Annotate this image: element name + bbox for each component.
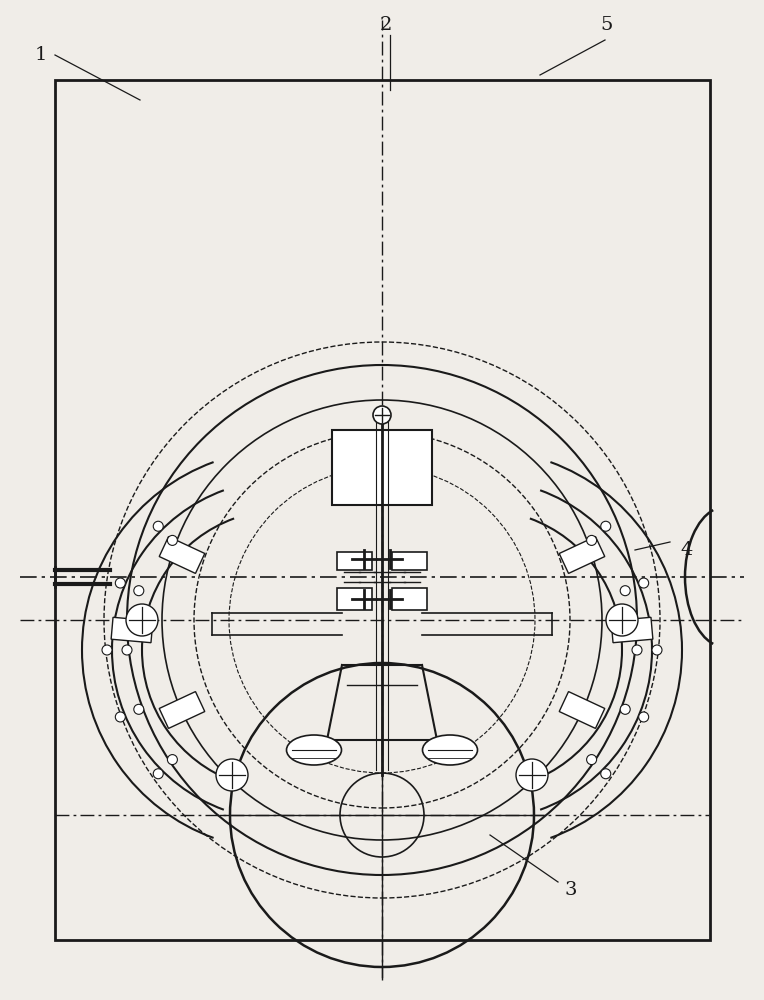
Circle shape <box>167 535 177 545</box>
Circle shape <box>632 645 642 655</box>
Bar <box>159 537 205 573</box>
Circle shape <box>606 604 638 636</box>
Circle shape <box>516 759 548 791</box>
Circle shape <box>216 759 248 791</box>
Text: 2: 2 <box>380 16 393 34</box>
Circle shape <box>620 586 630 596</box>
Bar <box>332 430 432 505</box>
Circle shape <box>102 645 112 655</box>
Circle shape <box>601 521 610 531</box>
Circle shape <box>115 712 125 722</box>
Circle shape <box>126 604 158 636</box>
Circle shape <box>620 704 630 714</box>
Bar <box>337 588 372 610</box>
Bar <box>611 617 653 643</box>
Circle shape <box>639 712 649 722</box>
Bar <box>392 588 427 610</box>
Circle shape <box>587 755 597 765</box>
Text: 5: 5 <box>600 16 613 34</box>
Circle shape <box>115 578 125 588</box>
Bar <box>392 552 427 570</box>
Circle shape <box>134 586 144 596</box>
Bar <box>337 552 372 570</box>
Circle shape <box>167 755 177 765</box>
Circle shape <box>652 645 662 655</box>
Circle shape <box>154 521 163 531</box>
Text: 1: 1 <box>35 46 47 64</box>
Circle shape <box>639 578 649 588</box>
Bar <box>559 537 605 573</box>
Circle shape <box>601 769 610 779</box>
Bar <box>159 692 205 728</box>
Circle shape <box>373 406 391 424</box>
Circle shape <box>134 704 144 714</box>
Circle shape <box>587 535 597 545</box>
Bar <box>55 80 710 940</box>
Circle shape <box>154 769 163 779</box>
Bar <box>559 692 605 728</box>
Bar <box>111 617 153 643</box>
Ellipse shape <box>422 735 478 765</box>
Ellipse shape <box>286 735 342 765</box>
Text: 3: 3 <box>565 881 578 899</box>
Circle shape <box>122 645 132 655</box>
Text: 4: 4 <box>680 541 692 559</box>
